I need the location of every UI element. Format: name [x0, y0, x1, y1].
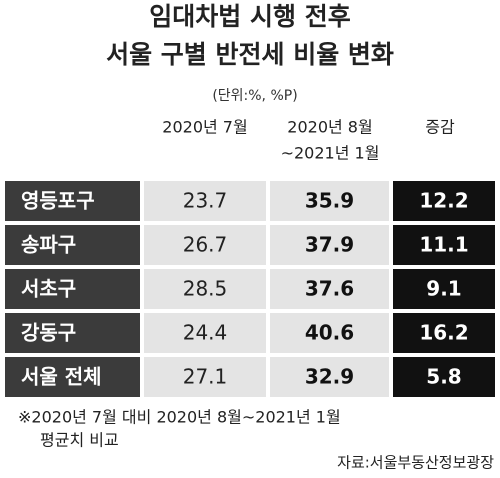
cell-value: 5.8: [426, 365, 461, 389]
row-label: 영등포구: [21, 189, 95, 213]
table-cell: [393, 269, 495, 309]
table-cell: [5, 269, 140, 309]
cell-value: 37.9: [305, 233, 354, 257]
cell-value: 12.2: [419, 189, 468, 213]
cell-value: 35.9: [305, 189, 354, 213]
column-header: 2020년 7월: [162, 118, 247, 137]
row-label: 송파구: [21, 233, 76, 257]
cell-value: 26.7: [183, 233, 228, 257]
table-cell: [270, 269, 389, 309]
table-cell: [144, 269, 266, 309]
table-cell: [393, 357, 495, 397]
table-cell: [393, 313, 495, 353]
cell-value: 27.1: [183, 365, 228, 389]
footnote-line: ※2020년 7월 대비 2020년 8월~2021년 1월: [18, 408, 341, 427]
column-header: 증감: [425, 118, 455, 137]
footnote-line: 평균치 비교: [40, 431, 119, 450]
table-cell: [5, 181, 140, 221]
table-cell: [393, 225, 495, 265]
column-header: 2020년 8월: [287, 118, 372, 137]
cell-value: 28.5: [183, 277, 228, 301]
table-cell: [5, 225, 140, 265]
cell-value: 37.6: [305, 277, 354, 301]
source: 자료:서울부동산정보광장: [337, 454, 494, 472]
cell-value: 23.7: [183, 189, 228, 213]
cell-value: 32.9: [305, 365, 354, 389]
cell-value: 16.2: [419, 321, 468, 345]
row-label: 서울 전체: [21, 365, 102, 389]
row-label: 서초구: [21, 277, 76, 301]
table-cell: [270, 313, 389, 353]
table-cell: [144, 225, 266, 265]
cell-value: 11.1: [419, 233, 468, 257]
title-line: 서울 구별 반전세 비율 변화: [106, 40, 394, 69]
column-header: ~2021년 1월: [281, 144, 380, 163]
table-cell: [270, 357, 389, 397]
table-cell: [270, 225, 389, 265]
table-cell: [270, 181, 389, 221]
title-line: 임대차법 시행 전후: [149, 2, 350, 31]
table-cell: [393, 181, 495, 221]
row-label: 강동구: [21, 321, 76, 345]
table-cell: [144, 181, 266, 221]
table-cell: [144, 313, 266, 353]
table-cell: [5, 313, 140, 353]
cell-value: 24.4: [183, 321, 228, 345]
cell-value: 40.6: [305, 321, 354, 345]
unit: (단위:%, %P): [212, 88, 297, 104]
table-cell: [5, 357, 140, 397]
table-cell: [144, 357, 266, 397]
cell-value: 9.1: [426, 277, 461, 301]
